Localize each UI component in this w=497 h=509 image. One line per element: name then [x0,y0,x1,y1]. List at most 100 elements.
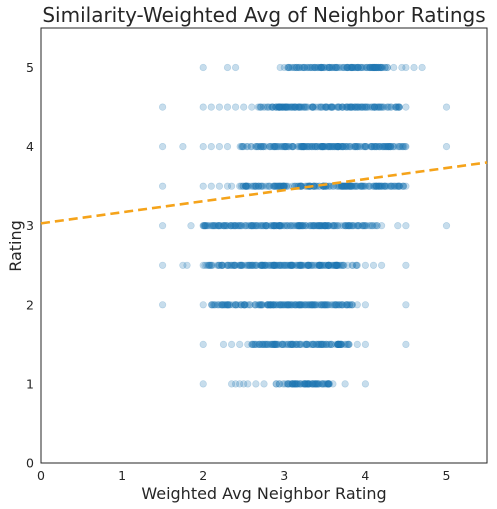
data-point [247,222,256,230]
data-point [321,222,329,230]
data-point [244,261,252,269]
data-point [334,143,343,151]
data-point [303,340,311,349]
data-point [311,143,319,151]
data-point [353,261,361,269]
data-point [326,103,334,111]
data-point [379,182,387,190]
data-point [361,340,370,349]
data-point [284,103,292,111]
data-point [282,143,290,151]
data-point [306,380,314,388]
data-point [223,301,232,309]
data-point [310,380,318,388]
data-point [402,340,410,349]
data-point [275,301,283,309]
data-point [391,103,399,111]
data-point [314,63,323,72]
data-point [222,222,230,230]
data-point [361,222,369,230]
data-point [331,261,339,269]
data-point [239,143,247,151]
data-point [289,143,297,151]
data-point [313,143,321,151]
data-point [328,143,336,151]
data-point [288,261,296,269]
data-point [252,301,260,309]
data-point [299,222,307,230]
data-point [296,301,304,309]
x-tick-label: 5 [442,468,450,483]
data-point [294,261,302,269]
data-point [282,182,290,190]
data-point [263,340,271,349]
data-point [324,222,332,230]
data-point [303,63,312,72]
data-point [275,222,283,230]
data-point [337,340,345,349]
data-point [394,222,402,230]
data-point [281,103,289,111]
data-point [260,143,268,151]
data-point [287,340,296,349]
data-point [295,222,303,230]
data-point [231,222,239,230]
data-point [368,63,377,72]
data-point [316,63,324,72]
data-point [333,222,342,230]
data-point [299,380,307,388]
data-point [368,63,376,72]
data-point [330,143,338,151]
data-point [295,261,303,269]
data-point [266,301,274,309]
data-point [325,301,333,309]
data-point [218,301,227,309]
data-point [234,222,242,230]
data-point [223,261,231,269]
data-point [305,340,314,349]
data-point [297,143,305,151]
data-point [241,182,249,190]
data-point [293,340,301,349]
data-point [295,103,303,111]
data-point [323,301,331,309]
data-point [372,182,380,190]
data-point [282,301,290,309]
data-point [159,182,167,190]
data-point [308,380,316,388]
data-point [257,301,265,309]
data-point [297,340,305,349]
data-point [280,261,288,269]
data-point [262,222,271,230]
data-point [318,340,327,349]
data-point [262,222,270,230]
data-point [223,261,231,269]
data-point [315,261,323,269]
data-point [276,103,284,111]
data-point [381,63,389,72]
data-point [255,340,263,349]
data-point [340,182,349,190]
data-point [281,261,290,269]
data-point [252,261,260,269]
data-point [395,143,403,151]
data-point [312,103,320,111]
data-point [209,261,217,269]
data-point [288,380,297,388]
data-point [375,182,383,190]
data-point [287,261,295,269]
data-point [318,380,327,388]
data-point [327,340,335,349]
data-point [261,103,269,111]
data-point [334,143,342,151]
data-point [276,103,284,111]
data-point [200,222,208,230]
data-point [368,103,377,111]
data-point [316,301,324,309]
data-point [319,143,328,151]
chart-title: Similarity-Weighted Avg of Neighbor Rati… [42,3,485,27]
data-point [292,301,300,309]
data-point [337,182,345,190]
data-point [266,143,274,151]
data-point [223,182,232,190]
